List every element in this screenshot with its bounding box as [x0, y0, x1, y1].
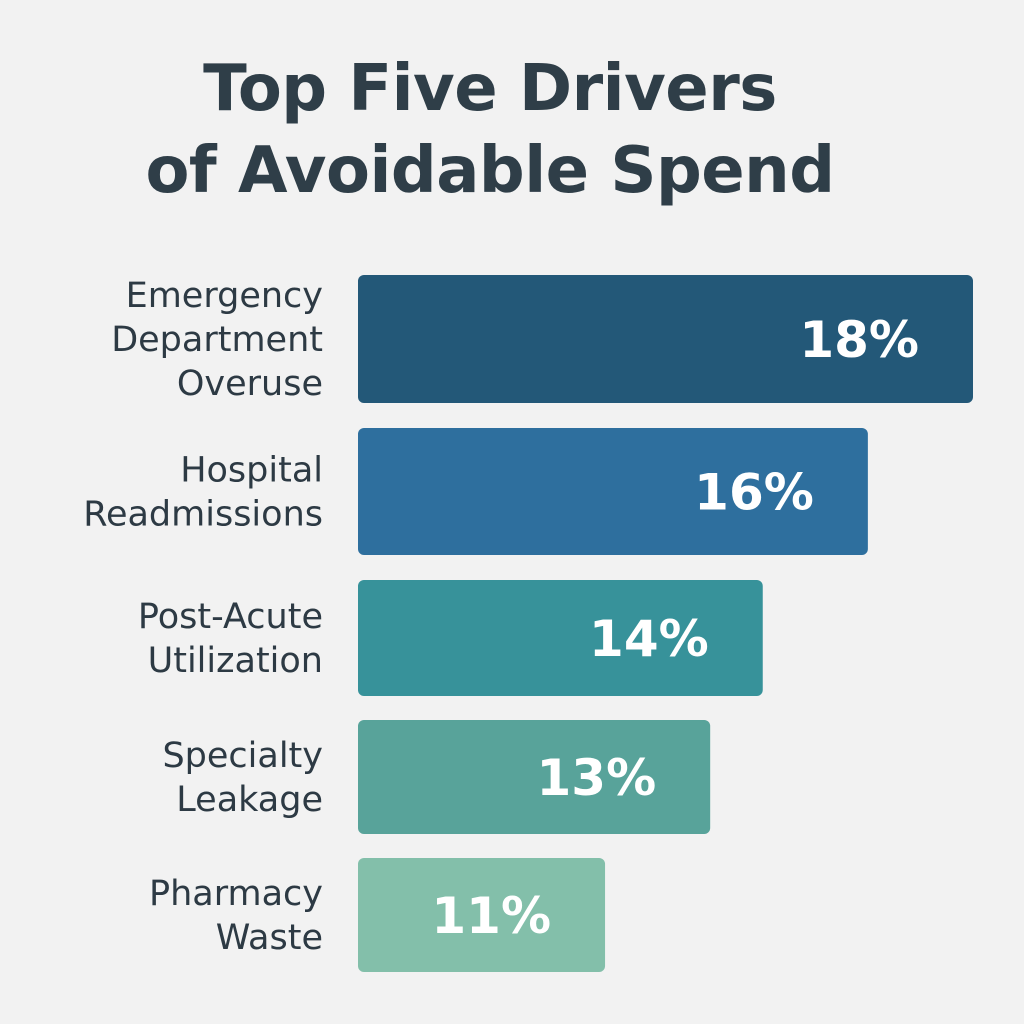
- title-line-2: of Avoidable Spend: [145, 134, 835, 208]
- category-label: Specialty: [162, 736, 323, 776]
- category-label: Utilization: [148, 641, 323, 681]
- data-label: 11%: [431, 887, 551, 945]
- bar: [358, 275, 973, 403]
- chart-title: Top Five Drivers of Avoidable Spend: [0, 48, 980, 212]
- bar: [358, 428, 868, 555]
- category-label: Post-Acute: [138, 597, 323, 637]
- bar: [358, 720, 711, 834]
- data-label: 18%: [799, 311, 919, 369]
- category-label: Overuse: [177, 364, 323, 404]
- category-label: Department: [111, 320, 323, 360]
- category-label: Pharmacy: [149, 874, 323, 914]
- category-label: Hospital: [180, 451, 323, 491]
- bar: [358, 580, 763, 696]
- bar: [358, 858, 606, 972]
- data-label: 13%: [536, 749, 656, 807]
- category-label: Emergency: [126, 276, 323, 316]
- title-line-1: Top Five Drivers: [203, 52, 777, 126]
- data-label: 16%: [694, 464, 814, 522]
- category-label: Readmissions: [83, 495, 323, 535]
- category-label: Waste: [216, 918, 323, 958]
- data-label: 14%: [589, 610, 709, 668]
- category-label: Leakage: [176, 780, 323, 820]
